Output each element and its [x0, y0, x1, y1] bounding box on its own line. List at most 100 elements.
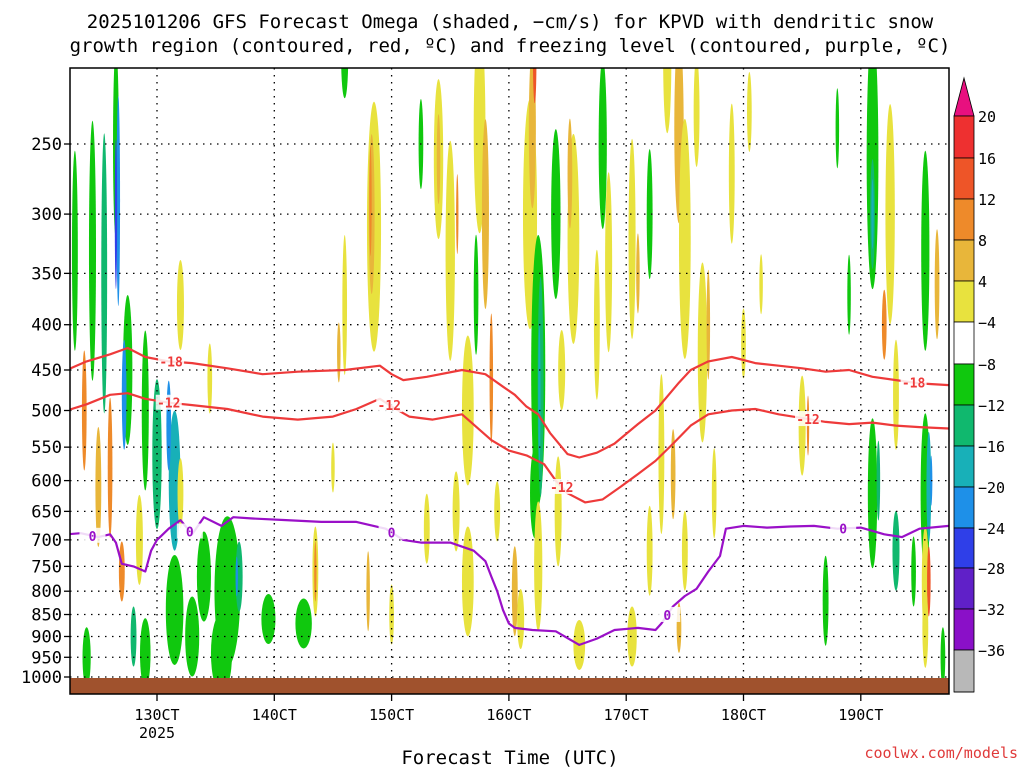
- y-tick-label: 850: [31, 606, 62, 626]
- omega-cell: [121, 339, 127, 450]
- omega-cell: [747, 71, 752, 152]
- colorbar-label: 4: [978, 273, 987, 291]
- colorbar-top-arrow: [953, 76, 975, 117]
- contour-label-bg: [155, 394, 182, 410]
- omega-cell: [436, 114, 441, 205]
- x-tick-label: 160CT: [486, 706, 531, 724]
- contour-label-bg: [654, 606, 681, 622]
- colorbar-segment: [953, 527, 975, 569]
- omega-cell: [369, 146, 372, 257]
- contour-label-bg: [176, 523, 203, 539]
- x-tick-label: 150CT: [369, 706, 414, 724]
- omega-cell: [670, 429, 676, 520]
- contour-label-bg: [900, 374, 927, 390]
- colorbar-segment: [953, 115, 975, 159]
- colorbar-segment: [953, 198, 975, 241]
- omega-cell: [168, 410, 181, 551]
- omega-cell: [337, 322, 341, 383]
- omega-cell: [82, 627, 91, 688]
- omega-cell: [532, 68, 537, 104]
- contour-label: 0: [388, 526, 396, 541]
- y-tick-label: 600: [31, 472, 62, 492]
- omega-cell: [511, 546, 518, 637]
- omega-cell: [835, 88, 840, 169]
- omega-cell: [876, 440, 881, 521]
- omega-cell: [481, 119, 489, 310]
- omega-cell: [598, 68, 607, 229]
- contour-label: 0: [186, 526, 194, 541]
- omega-cell: [261, 594, 276, 645]
- colorbar-segment: [953, 608, 975, 651]
- omega-cell: [528, 68, 536, 209]
- contour-label: 0: [839, 522, 847, 537]
- x-tick-label: 170CT: [604, 706, 649, 724]
- omega-cell: [534, 501, 543, 632]
- plot-area: -18 -18 -12 -12 -12 -12 0 0 0 0 0: [69, 0, 950, 695]
- colorbar-label: 8: [978, 232, 987, 250]
- omega-cell: [116, 96, 121, 307]
- omega-cell: [678, 118, 691, 359]
- chart-title-line-1: 2025101206 GFS Forecast Omega (shaded, −…: [87, 11, 934, 33]
- y-tick-label: 450: [31, 361, 62, 381]
- omega-cell: [207, 343, 213, 414]
- omega-cell: [593, 249, 600, 400]
- omega-cell: [196, 531, 211, 622]
- omega-cell: [423, 493, 430, 564]
- omega-cell: [847, 254, 851, 335]
- omega-cell: [759, 254, 763, 315]
- omega-cell: [456, 174, 459, 255]
- omega-cell: [314, 541, 317, 602]
- colorbar-label: −32: [978, 601, 1005, 619]
- colorbar-label: −4: [978, 314, 996, 332]
- omega-cell: [892, 510, 900, 591]
- colorbar-segment: [953, 280, 975, 323]
- y-tick-label: 400: [31, 316, 62, 336]
- omega-cell: [741, 308, 746, 379]
- colorbar-label: −28: [978, 560, 1005, 578]
- contour-label: -12: [796, 413, 819, 428]
- omega-cell: [728, 103, 735, 244]
- omega-cell: [101, 133, 108, 414]
- colorbar-label: −36: [978, 642, 1005, 660]
- colorbar-segment: [953, 486, 975, 529]
- x-tick-label: 130CT: [134, 706, 179, 724]
- contour-label-bg: [830, 520, 857, 536]
- omega-cell: [911, 536, 916, 607]
- omega-cell: [628, 138, 636, 339]
- omega-cell: [646, 149, 653, 280]
- omega-cell: [927, 546, 931, 617]
- credit-link[interactable]: coolwx.com/models: [864, 744, 1018, 762]
- y-tick-label: 1000: [21, 668, 62, 688]
- colorbar-label: −12: [978, 397, 1005, 415]
- contour-label-bg: [795, 411, 822, 427]
- colorbar-segment: [953, 445, 975, 488]
- omega-cell: [341, 68, 349, 99]
- omega-shading: [71, 0, 946, 694]
- chart-title-line-2: growth region (contoured, red, ºC) and f…: [70, 35, 951, 57]
- omega-cell: [295, 598, 312, 649]
- omega-cell: [95, 426, 102, 547]
- omega-cell: [627, 606, 637, 667]
- omega-cell: [558, 329, 566, 410]
- contour-label-bg: [158, 353, 185, 369]
- omega-cell: [342, 234, 348, 375]
- omega-cell: [461, 526, 474, 637]
- omega-cell: [107, 397, 113, 538]
- omega-cell: [214, 0, 216, 2]
- x-axis: 130CT 140CT 150CT 160CT 170CT 180CT 190CT: [134, 694, 883, 724]
- omega-cell: [166, 380, 172, 471]
- y-tick-label: 800: [31, 582, 62, 602]
- omega-cell: [551, 129, 561, 300]
- omega-cell: [646, 505, 653, 596]
- contour-label-bg: [79, 527, 106, 543]
- colorbar-segment: [953, 404, 975, 447]
- omega-cell: [517, 589, 525, 650]
- contour-label: -12: [550, 481, 573, 496]
- colorbar-label: −24: [978, 520, 1005, 538]
- omega-cell: [538, 324, 541, 465]
- omega-cell: [934, 229, 940, 340]
- omega-cell: [235, 541, 243, 612]
- contour-label: 0: [663, 609, 671, 624]
- omega-cell: [176, 259, 184, 350]
